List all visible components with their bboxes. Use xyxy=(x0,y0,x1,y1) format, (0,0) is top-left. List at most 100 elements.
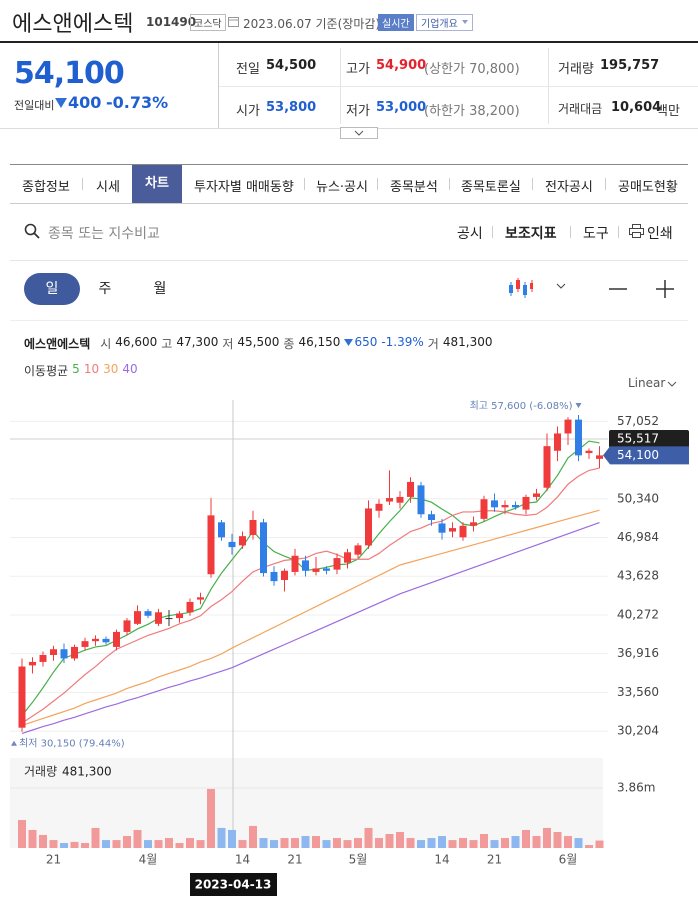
tab[interactable]: 공매도현황 xyxy=(618,180,678,195)
ma-legend-item: 40 xyxy=(122,362,138,376)
ma-line xyxy=(21,467,600,724)
volume-bar xyxy=(585,845,593,848)
volume-bar xyxy=(249,825,257,848)
y-tick-label: 46,984 xyxy=(617,530,659,544)
volume-bar xyxy=(448,840,457,848)
volume-bar xyxy=(144,840,152,848)
ma-legend: 이동평균 5 10 30 40 xyxy=(24,362,138,379)
volume-bar xyxy=(564,836,572,848)
candle-body xyxy=(123,620,131,632)
tab[interactable]: 종목토론실 xyxy=(461,180,521,195)
scale-dropdown[interactable] xyxy=(667,380,677,388)
stat-extra: (상한가 70,800) xyxy=(424,62,520,77)
high-marker xyxy=(575,403,582,408)
stat-label: 고가 xyxy=(346,62,370,77)
chart-type-dropdown[interactable] xyxy=(556,282,566,290)
x-tick-label: 14 xyxy=(235,853,250,867)
x-tick-label: 21 xyxy=(287,853,302,867)
scale-selector[interactable]: Linear xyxy=(628,376,666,390)
legend-label: 종 xyxy=(283,337,295,351)
expand-toggle[interactable] xyxy=(340,127,378,139)
candle-body xyxy=(71,646,78,659)
legend-label: 거 xyxy=(427,337,439,351)
candle-body xyxy=(60,649,68,659)
tab[interactable]: 차트 xyxy=(132,165,182,203)
legend-value: 481,300 xyxy=(442,335,493,349)
volume-bar xyxy=(553,831,562,848)
volume-bar xyxy=(480,834,488,848)
candle-body xyxy=(302,560,309,571)
stat-label: 거래량 xyxy=(558,62,594,77)
tab[interactable]: 종합정보 xyxy=(22,180,70,195)
period-button[interactable]: 월 xyxy=(153,281,167,297)
tab[interactable]: 전자공시 xyxy=(545,180,593,195)
stat-label: 저가 xyxy=(346,104,370,119)
company-info-button[interactable]: 기업개요 xyxy=(416,14,473,31)
volume-background xyxy=(10,758,603,848)
toolbar-button[interactable]: 보조지표 xyxy=(505,226,557,242)
volume-tick-label: 3.86m xyxy=(617,781,655,795)
ma-line xyxy=(21,440,600,716)
candle-body xyxy=(354,545,362,555)
candle-body xyxy=(554,433,561,451)
y-tick-label: 33,560 xyxy=(617,685,659,699)
toolbar-button[interactable]: 도구 xyxy=(583,226,609,242)
legend-value: 47,300 xyxy=(176,335,219,349)
candle-body xyxy=(596,455,603,459)
volume-bar xyxy=(49,840,58,848)
chart-type-icon[interactable] xyxy=(508,276,534,300)
y-tick-label: 30,204 xyxy=(617,724,659,738)
volume-bar xyxy=(322,840,331,848)
legend-change: 650 xyxy=(354,335,378,349)
candle-body xyxy=(155,612,162,624)
tab[interactable]: 종목분석 xyxy=(390,180,438,195)
volume-bar xyxy=(186,838,194,848)
volume-bar xyxy=(238,840,247,848)
volume-bar xyxy=(123,836,131,848)
tab[interactable]: 뉴스·공시 xyxy=(316,180,368,195)
volume-bar xyxy=(81,843,89,848)
toolbar-rule xyxy=(10,260,688,261)
tab-bar xyxy=(10,164,688,204)
stat-label: 거래대금 xyxy=(558,102,603,116)
candle-body xyxy=(113,631,120,647)
print-icon xyxy=(629,224,644,238)
high-annotation: 최고 57,600 (-6.08%) xyxy=(470,400,573,412)
toolbar-button[interactable]: 공시 xyxy=(457,226,483,242)
candle-body xyxy=(470,522,477,526)
ma-legend-item: 5 xyxy=(72,362,80,376)
candle-body xyxy=(144,611,152,616)
quote-date: 2023.06.07 기준(장마감) xyxy=(243,17,381,31)
volume-bar xyxy=(301,836,310,848)
ma-line xyxy=(21,509,600,726)
volume-bar xyxy=(291,838,299,848)
candle-body xyxy=(575,419,582,456)
x-tick-label: 6월 xyxy=(559,853,578,867)
current-price: 54,100 xyxy=(14,56,125,91)
ma-legend-item: 10 xyxy=(83,362,100,376)
ma-legend-title: 이동평균 xyxy=(24,364,69,378)
candle-body xyxy=(260,522,267,574)
legend-down-arrow xyxy=(344,339,354,346)
x-tick-label: 5월 xyxy=(349,853,368,867)
candle-body xyxy=(207,515,215,575)
candle-body xyxy=(18,666,26,728)
company-info-label: 기업개요 xyxy=(421,19,458,30)
x-tick-label: 21 xyxy=(46,853,61,867)
search-icon[interactable] xyxy=(24,223,40,239)
volume-bar xyxy=(490,840,499,848)
volume-bar xyxy=(196,840,205,848)
realtime-badge[interactable]: 실시간 xyxy=(378,14,414,31)
zoom-in[interactable] xyxy=(655,279,675,299)
zoom-out[interactable] xyxy=(608,279,628,299)
volume-bar xyxy=(438,836,446,848)
stat-value: 54,500 xyxy=(266,58,317,73)
toolbar-button[interactable]: 인쇄 xyxy=(647,226,673,242)
tab[interactable]: 투자자별 매매동향 xyxy=(194,180,294,195)
period-button[interactable]: 일 xyxy=(24,273,80,305)
period-button[interactable]: 주 xyxy=(98,281,112,297)
stat-extra: (하한가 38,200) xyxy=(424,104,520,119)
tab[interactable]: 시세 xyxy=(96,180,120,195)
stat-value: 54,900 xyxy=(376,58,427,73)
search-input[interactable]: 종목 또는 지수비교 xyxy=(48,226,160,242)
